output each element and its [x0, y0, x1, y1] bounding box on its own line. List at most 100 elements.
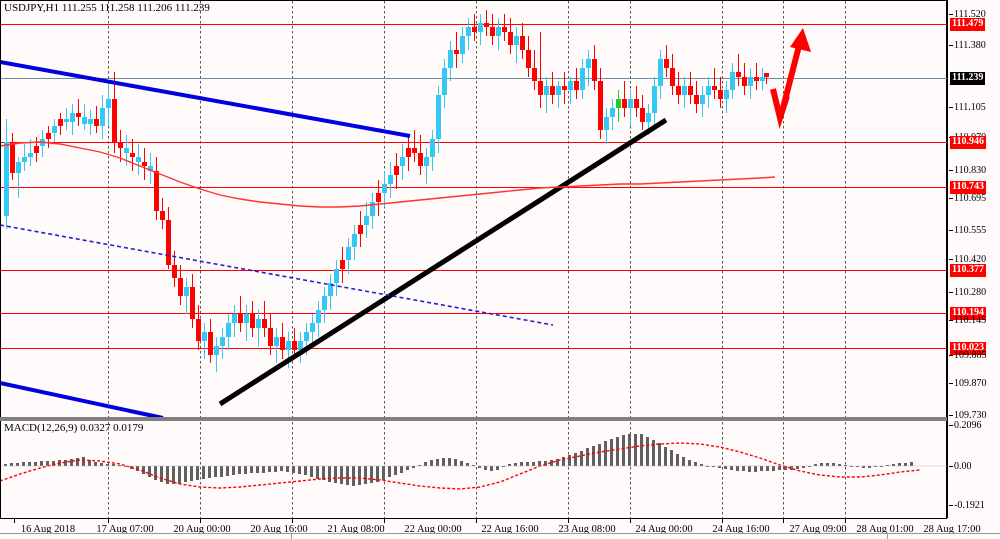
- price-chart-pane[interactable]: [0, 0, 947, 420]
- candlestick[interactable]: [376, 0, 381, 417]
- candlestick[interactable]: [652, 0, 657, 417]
- candlestick[interactable]: [238, 0, 243, 417]
- price-scale[interactable]: 111.520 111.479 111.380 111.239 111.105 110.9…: [947, 0, 1000, 518]
- candlestick[interactable]: [646, 0, 651, 417]
- candlestick[interactable]: [262, 0, 267, 417]
- candlestick[interactable]: [220, 0, 225, 417]
- candlestick[interactable]: [508, 0, 513, 417]
- candlestick[interactable]: [226, 0, 231, 417]
- candlestick[interactable]: [118, 0, 123, 417]
- candlestick[interactable]: [574, 0, 579, 417]
- candlestick[interactable]: [112, 0, 117, 417]
- price-level-badge[interactable]: 110.194: [950, 307, 986, 320]
- candlestick[interactable]: [424, 0, 429, 417]
- candlestick[interactable]: [364, 0, 369, 417]
- price-level-badge[interactable]: 110.023: [950, 342, 986, 355]
- candlestick[interactable]: [316, 0, 321, 417]
- candlestick[interactable]: [640, 0, 645, 417]
- candlestick[interactable]: [166, 0, 171, 417]
- candlestick[interactable]: [460, 0, 465, 417]
- candlestick[interactable]: [286, 0, 291, 417]
- candlestick[interactable]: [544, 0, 549, 417]
- candlestick[interactable]: [46, 0, 51, 417]
- candlestick[interactable]: [22, 0, 27, 417]
- candlestick[interactable]: [352, 0, 357, 417]
- current-price-badge[interactable]: 111.239: [950, 72, 986, 85]
- candlestick[interactable]: [208, 0, 213, 417]
- candlestick[interactable]: [340, 0, 345, 417]
- candlestick[interactable]: [700, 0, 705, 417]
- candlestick[interactable]: [592, 0, 597, 417]
- candlestick[interactable]: [736, 0, 741, 417]
- candlestick[interactable]: [100, 0, 105, 417]
- candlestick[interactable]: [346, 0, 351, 417]
- candlestick[interactable]: [280, 0, 285, 417]
- price-level-line[interactable]: [0, 78, 947, 79]
- candlestick[interactable]: [28, 0, 33, 417]
- candlestick[interactable]: [298, 0, 303, 417]
- candlestick[interactable]: [292, 0, 297, 417]
- candlestick[interactable]: [764, 0, 769, 417]
- candlestick[interactable]: [334, 0, 339, 417]
- candlestick[interactable]: [268, 0, 273, 417]
- candlestick[interactable]: [658, 0, 663, 417]
- candlestick[interactable]: [250, 0, 255, 417]
- candlestick[interactable]: [502, 0, 507, 417]
- candlestick[interactable]: [136, 0, 141, 417]
- candlestick[interactable]: [358, 0, 363, 417]
- candlestick[interactable]: [466, 0, 471, 417]
- candlestick[interactable]: [664, 0, 669, 417]
- candlestick[interactable]: [172, 0, 177, 417]
- candlestick[interactable]: [610, 0, 615, 417]
- candlestick[interactable]: [94, 0, 99, 417]
- candlestick[interactable]: [682, 0, 687, 417]
- price-level-badge[interactable]: 110.946: [950, 136, 986, 149]
- candlestick[interactable]: [178, 0, 183, 417]
- macd-indicator-pane[interactable]: [0, 421, 947, 518]
- candlestick[interactable]: [454, 0, 459, 417]
- candlestick[interactable]: [520, 0, 525, 417]
- candlestick[interactable]: [436, 0, 441, 417]
- candlestick[interactable]: [154, 0, 159, 417]
- candlestick[interactable]: [688, 0, 693, 417]
- candlestick[interactable]: [214, 0, 219, 417]
- candlestick[interactable]: [478, 0, 483, 417]
- candlestick[interactable]: [418, 0, 423, 417]
- candlestick[interactable]: [148, 0, 153, 417]
- candlestick[interactable]: [322, 0, 327, 417]
- candlestick[interactable]: [538, 0, 543, 417]
- candlestick[interactable]: [34, 0, 39, 417]
- candlestick[interactable]: [202, 0, 207, 417]
- candlestick[interactable]: [580, 0, 585, 417]
- candlestick[interactable]: [124, 0, 129, 417]
- candlestick[interactable]: [10, 0, 15, 417]
- candlestick[interactable]: [694, 0, 699, 417]
- candlestick[interactable]: [586, 0, 591, 417]
- candlestick[interactable]: [82, 0, 87, 417]
- candlestick[interactable]: [388, 0, 393, 417]
- candlestick[interactable]: [328, 0, 333, 417]
- candlestick[interactable]: [76, 0, 81, 417]
- candlestick[interactable]: [430, 0, 435, 417]
- candlestick[interactable]: [616, 0, 621, 417]
- candlestick[interactable]: [622, 0, 627, 417]
- candlestick[interactable]: [742, 0, 747, 417]
- candlestick[interactable]: [142, 0, 147, 417]
- price-level-badge[interactable]: 110.743: [950, 181, 986, 194]
- candlestick[interactable]: [442, 0, 447, 417]
- candlestick[interactable]: [496, 0, 501, 417]
- candlestick[interactable]: [484, 0, 489, 417]
- candlestick[interactable]: [304, 0, 309, 417]
- candlestick[interactable]: [760, 0, 765, 417]
- candlestick[interactable]: [88, 0, 93, 417]
- candlestick[interactable]: [106, 0, 111, 417]
- candlestick[interactable]: [634, 0, 639, 417]
- candlestick[interactable]: [244, 0, 249, 417]
- price-level-badge[interactable]: 110.377: [950, 264, 986, 277]
- candlestick[interactable]: [526, 0, 531, 417]
- candlestick[interactable]: [274, 0, 279, 417]
- candlestick[interactable]: [628, 0, 633, 417]
- candlestick[interactable]: [160, 0, 165, 417]
- candlestick[interactable]: [568, 0, 573, 417]
- candlestick[interactable]: [406, 0, 411, 417]
